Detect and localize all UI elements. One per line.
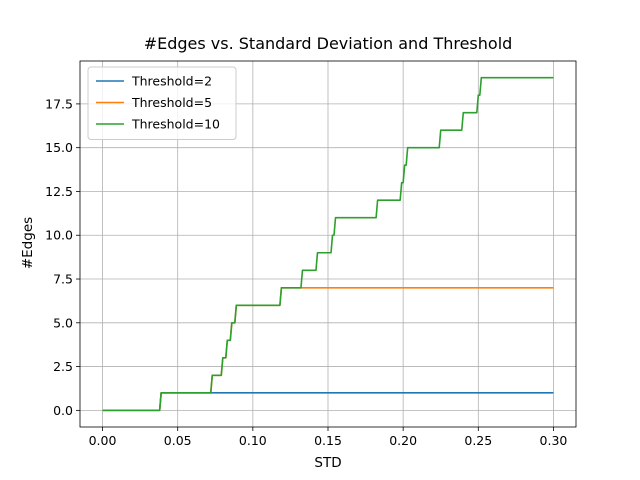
x-tick-label: 0.15 (314, 433, 342, 448)
series-layer (102, 76, 554, 412)
y-tick-label: 10.0 (45, 228, 73, 243)
x-tick-label: 0.00 (89, 433, 117, 448)
y-tick-label: 0.0 (53, 403, 73, 418)
legend: Threshold=2 Threshold=5 Threshold=10 (87, 66, 237, 140)
legend-label: Threshold=10 (131, 117, 220, 132)
y-axis-label: #Edges (20, 217, 36, 269)
x-tick-label: 0.25 (464, 433, 492, 448)
x-axis: 0.00 0.05 0.10 0.15 0.20 0.25 0.30 (89, 427, 568, 448)
chart-title: #Edges vs. Standard Deviation and Thresh… (144, 34, 513, 53)
legend-box (87, 66, 237, 140)
x-tick-label: 0.10 (239, 433, 267, 448)
y-tick-label: 17.5 (45, 96, 73, 111)
grid (80, 61, 576, 427)
y-tick-label: 15.0 (45, 140, 73, 155)
series-line-3 (102, 76, 554, 412)
x-tick-label: 0.20 (389, 433, 417, 448)
x-tick-label: 0.05 (164, 433, 192, 448)
y-tick-label: 5.0 (53, 315, 73, 330)
legend-label: Threshold=5 (131, 95, 212, 110)
y-tick-label: 7.5 (53, 272, 73, 287)
y-tick-label: 12.5 (45, 184, 73, 199)
y-axis: 0.0 2.5 5.0 7.5 10.0 12.5 15.0 17.5 (45, 96, 80, 418)
x-axis-label: STD (314, 455, 341, 471)
y-tick-label: 2.5 (53, 359, 73, 374)
legend-label: Threshold=2 (131, 74, 212, 89)
x-tick-label: 0.30 (540, 433, 568, 448)
